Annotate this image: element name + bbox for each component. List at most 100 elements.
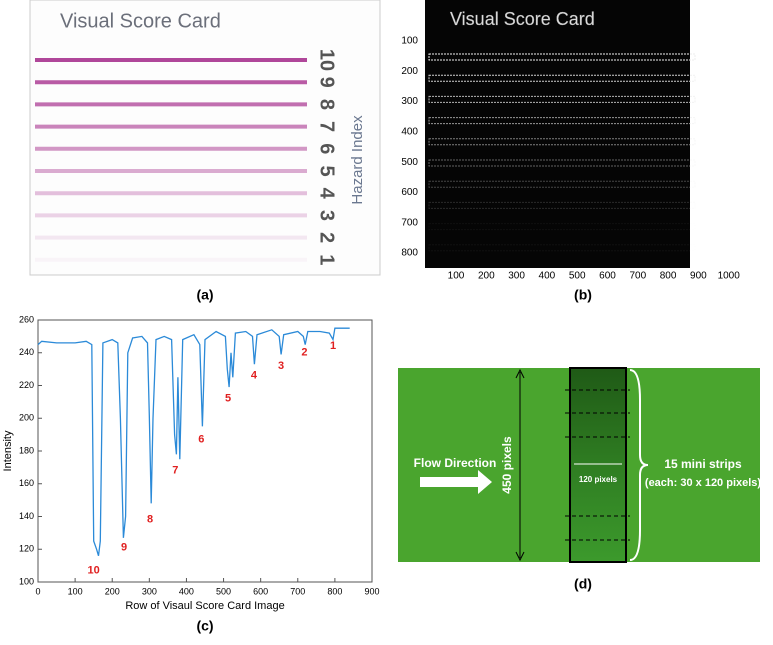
score-line bbox=[428, 223, 696, 231]
level-label: 5 bbox=[316, 165, 338, 176]
x-tick-label: 200 bbox=[105, 586, 120, 596]
level-label: 2 bbox=[316, 232, 338, 243]
x-tick-label: 600 bbox=[599, 271, 616, 282]
x-tick-label: 700 bbox=[629, 271, 646, 282]
strip bbox=[569, 367, 627, 563]
peak-label: 9 bbox=[121, 542, 127, 554]
y-tick-label: 200 bbox=[19, 413, 34, 423]
x-tick-label: 1000 bbox=[718, 271, 741, 282]
x-tick-label: 500 bbox=[216, 586, 231, 596]
y-tick-label: 300 bbox=[401, 96, 418, 107]
title-b: Visual Score Card bbox=[450, 9, 595, 29]
score-line bbox=[428, 201, 696, 209]
card-a bbox=[29, 0, 381, 276]
score-line bbox=[428, 117, 696, 125]
level-label: 10 bbox=[316, 49, 338, 71]
x-tick-label: 400 bbox=[179, 586, 194, 596]
peak-label: 6 bbox=[198, 433, 204, 445]
level-label: 5 bbox=[701, 147, 723, 158]
caption-b: (b) bbox=[574, 287, 592, 303]
y-tick-label: 400 bbox=[401, 127, 418, 138]
peak-label: 10 bbox=[88, 564, 100, 576]
level-label: 3 bbox=[701, 196, 723, 207]
brace bbox=[629, 369, 649, 561]
image-b bbox=[425, 0, 690, 268]
peak-label: 7 bbox=[172, 465, 178, 477]
axis-label-a: Hazard Index bbox=[349, 115, 366, 205]
score-line bbox=[428, 180, 696, 188]
y-tick-label: 180 bbox=[19, 445, 34, 455]
intensity-line bbox=[37, 327, 350, 556]
strips-detail: (each: 30 x 120 pixels) bbox=[645, 477, 762, 489]
y-tick-label: 200 bbox=[401, 66, 418, 77]
score-line bbox=[428, 159, 696, 167]
arrow-heads bbox=[515, 368, 525, 562]
x-tick-label: 300 bbox=[142, 586, 157, 596]
x-tick-label: 100 bbox=[448, 271, 465, 282]
strip-dividers bbox=[565, 389, 630, 541]
level-label: 8 bbox=[701, 73, 723, 84]
peak-label: 1 bbox=[330, 340, 336, 352]
x-tick-label: 200 bbox=[478, 271, 495, 282]
x-tick-label: 900 bbox=[364, 586, 379, 596]
x-tick-label: 500 bbox=[569, 271, 586, 282]
x-tick-label: 300 bbox=[508, 271, 525, 282]
level-label: 9 bbox=[701, 49, 723, 60]
y-tick-label: 100 bbox=[401, 36, 418, 47]
y-tick-label: 120 bbox=[19, 544, 34, 554]
y-tick-label: 240 bbox=[19, 347, 34, 357]
score-line bbox=[428, 95, 696, 103]
caption-d: (d) bbox=[574, 576, 592, 592]
level-label: 6 bbox=[701, 122, 723, 133]
strips-label: 15 mini strips bbox=[664, 457, 742, 471]
y-tick-label: 160 bbox=[19, 478, 34, 488]
y-tick-label: 800 bbox=[401, 248, 418, 259]
level-label: 4 bbox=[701, 171, 723, 182]
flow-arrow bbox=[420, 470, 492, 494]
peak-label: 3 bbox=[278, 360, 284, 372]
x-tick-label: 700 bbox=[290, 586, 305, 596]
axis-label-b: Hazard Index bbox=[731, 90, 748, 180]
x-tick-label: 800 bbox=[660, 271, 677, 282]
level-label: 3 bbox=[316, 210, 338, 221]
level-label: 1 bbox=[701, 245, 723, 256]
caption-c: (c) bbox=[196, 618, 213, 634]
peak-label: 2 bbox=[301, 347, 307, 359]
y-tick-label: 700 bbox=[401, 217, 418, 228]
peak-label: 5 bbox=[225, 393, 231, 405]
height-label: 450 pixels bbox=[500, 436, 514, 494]
x-tick-label: 800 bbox=[327, 586, 342, 596]
level-label: 2 bbox=[701, 220, 723, 231]
level-label: 7 bbox=[701, 98, 723, 109]
y-tick-label: 500 bbox=[401, 157, 418, 168]
y-tick-label: 220 bbox=[19, 380, 34, 390]
score-line bbox=[428, 53, 696, 61]
level-label: 9 bbox=[316, 77, 338, 88]
x-axis-label: Row of Visaul Score Card Image bbox=[125, 600, 284, 612]
level-label: 10 bbox=[701, 19, 723, 41]
y-tick-label: 260 bbox=[19, 314, 34, 324]
width-label: 120 pixels bbox=[579, 475, 618, 484]
score-line bbox=[428, 74, 696, 82]
y-tick-label: 600 bbox=[401, 187, 418, 198]
caption-a: (a) bbox=[196, 287, 213, 303]
y-tick-label: 140 bbox=[19, 511, 34, 521]
level-label: 6 bbox=[316, 143, 338, 154]
y-axis-label: Intensity bbox=[2, 430, 14, 471]
flow-label: Flow Direction bbox=[414, 456, 497, 470]
x-tick-label: 400 bbox=[539, 271, 556, 282]
x-tick-label: 900 bbox=[690, 271, 707, 282]
level-label: 7 bbox=[316, 121, 338, 132]
y-tick-label: 100 bbox=[19, 576, 34, 586]
title-a: Visual Score Card bbox=[60, 10, 221, 32]
peak-label: 8 bbox=[147, 514, 153, 526]
x-tick-label: 600 bbox=[253, 586, 268, 596]
score-line bbox=[428, 138, 696, 146]
level-label: 1 bbox=[316, 254, 338, 265]
x-tick-label: 0 bbox=[35, 586, 40, 596]
peak-label: 4 bbox=[251, 370, 258, 382]
score-line bbox=[428, 244, 696, 252]
level-label: 4 bbox=[316, 188, 338, 200]
level-label: 8 bbox=[316, 99, 338, 110]
